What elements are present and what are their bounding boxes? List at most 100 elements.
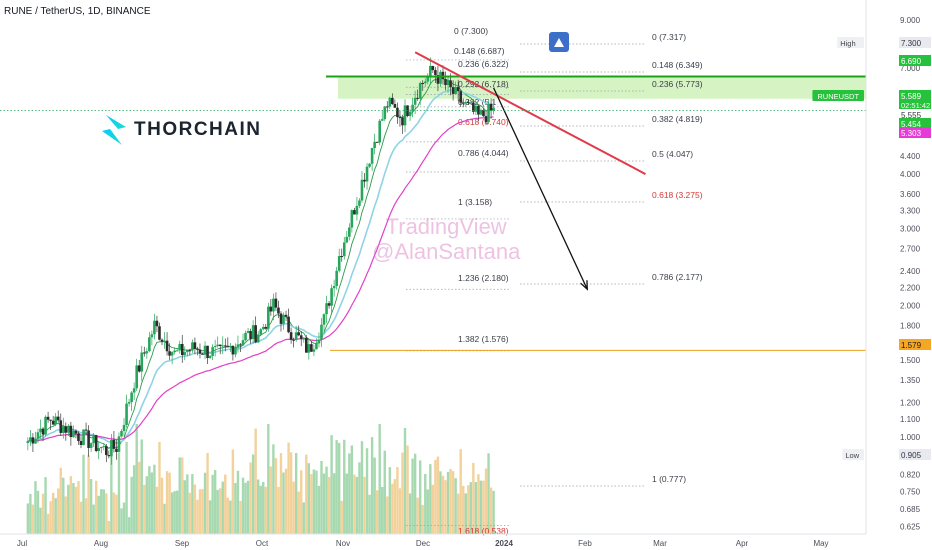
fib-proj-label: 0.382 (4.819): [652, 114, 703, 124]
candle-body: [350, 210, 354, 228]
candle-body: [487, 104, 490, 123]
candle-body: [484, 116, 488, 123]
candle-body: [84, 429, 88, 431]
volume-bar: [462, 485, 465, 534]
volume-bar: [64, 496, 68, 534]
volume-bar: [158, 441, 161, 534]
volume-bar: [132, 465, 136, 534]
volume-bar: [310, 474, 313, 534]
volume-bar: [219, 488, 222, 534]
volume-bar: [479, 480, 483, 534]
volume-bar: [31, 504, 35, 534]
badge-value: 0.905: [901, 451, 922, 460]
candle-body: [274, 298, 278, 308]
volume-bar: [143, 484, 146, 534]
volume-bar: [322, 473, 326, 534]
candle-body: [259, 329, 263, 335]
volume-bar: [398, 488, 402, 534]
candle-body: [411, 104, 414, 112]
badge-bg: [899, 109, 931, 120]
candle-body: [211, 347, 214, 356]
candle-body: [153, 320, 156, 335]
candle-body: [256, 334, 260, 343]
candle-body: [310, 344, 313, 352]
brand-name: THORCHAIN: [134, 119, 262, 140]
volume-bar: [449, 468, 452, 534]
volume-bar: [102, 489, 105, 534]
candle-body: [168, 351, 171, 356]
candle-body: [444, 79, 447, 86]
candle-body: [236, 344, 240, 347]
candle-body: [423, 81, 427, 84]
volume-bar: [77, 481, 80, 534]
volume-bar: [178, 457, 181, 534]
candle-body: [196, 348, 199, 350]
fib-retrace-label: 0.292 (6.718): [458, 79, 509, 89]
fib-retrace-label: 0.382 (5.1: [458, 97, 497, 107]
volume-bar: [234, 482, 237, 534]
volume-bar: [381, 486, 384, 534]
volume-bar: [292, 481, 295, 534]
projection-arrow-head: [580, 280, 588, 291]
volume-bar: [54, 498, 57, 534]
price-tick-label: 9.000: [900, 16, 921, 25]
candle-body: [474, 105, 478, 112]
candle-body: [426, 75, 430, 82]
candle-body: [191, 342, 194, 351]
volume-bar: [277, 486, 280, 534]
candle-body: [31, 437, 35, 444]
badge-label: RUNEUSDT: [817, 92, 859, 101]
volume-bar: [365, 448, 369, 534]
volume-bar: [411, 458, 414, 534]
candle-body: [234, 346, 237, 355]
candle-body: [39, 428, 42, 433]
volume-bar: [274, 458, 278, 534]
candle-body: [360, 179, 364, 201]
volume-bar: [360, 441, 364, 534]
volume-bar: [469, 482, 473, 534]
candle-body: [148, 337, 151, 352]
volume-bar: [338, 442, 341, 534]
candle-body: [223, 345, 227, 347]
volume-bar: [148, 466, 151, 534]
volume-bar: [272, 444, 275, 534]
badge-bg: [899, 127, 931, 138]
candle-body: [315, 343, 318, 350]
volume-bar: [256, 479, 260, 534]
ema-slow-line: [27, 116, 494, 442]
time-tick-label: May: [813, 539, 828, 548]
candle-body: [206, 345, 209, 359]
badge-label-bg: [842, 449, 864, 460]
watermark: TradingView @AlanSantana: [372, 214, 520, 264]
candle-body: [370, 147, 374, 164]
volume-bar: [489, 487, 493, 534]
volume-bar: [231, 449, 235, 534]
volume-bar: [100, 489, 103, 534]
volume-bar: [181, 457, 184, 534]
candle-body: [165, 340, 169, 352]
volume-bar: [186, 474, 189, 534]
candles: [26, 57, 495, 465]
candle-body: [41, 428, 45, 435]
scroll-up-button[interactable]: [549, 32, 569, 52]
volume-bar: [117, 452, 121, 534]
candle-body: [246, 331, 250, 333]
volume-bar: [62, 477, 65, 534]
badge-value: 5.303: [901, 129, 922, 138]
volume-bar: [302, 502, 305, 534]
volume-bar: [348, 453, 351, 534]
volume-bar: [431, 484, 435, 534]
candle-body: [36, 432, 40, 439]
candle-body: [375, 141, 379, 143]
candle-body: [137, 365, 141, 372]
volume-bar: [454, 478, 457, 534]
candle-body: [284, 314, 288, 317]
candle-body: [408, 111, 412, 117]
volume-bar: [175, 490, 179, 534]
volume-bar: [317, 485, 321, 534]
volume-bar: [401, 452, 404, 534]
candle-body: [348, 227, 351, 237]
price-tick-label: 0.625: [900, 522, 921, 531]
candle-body: [231, 345, 235, 355]
